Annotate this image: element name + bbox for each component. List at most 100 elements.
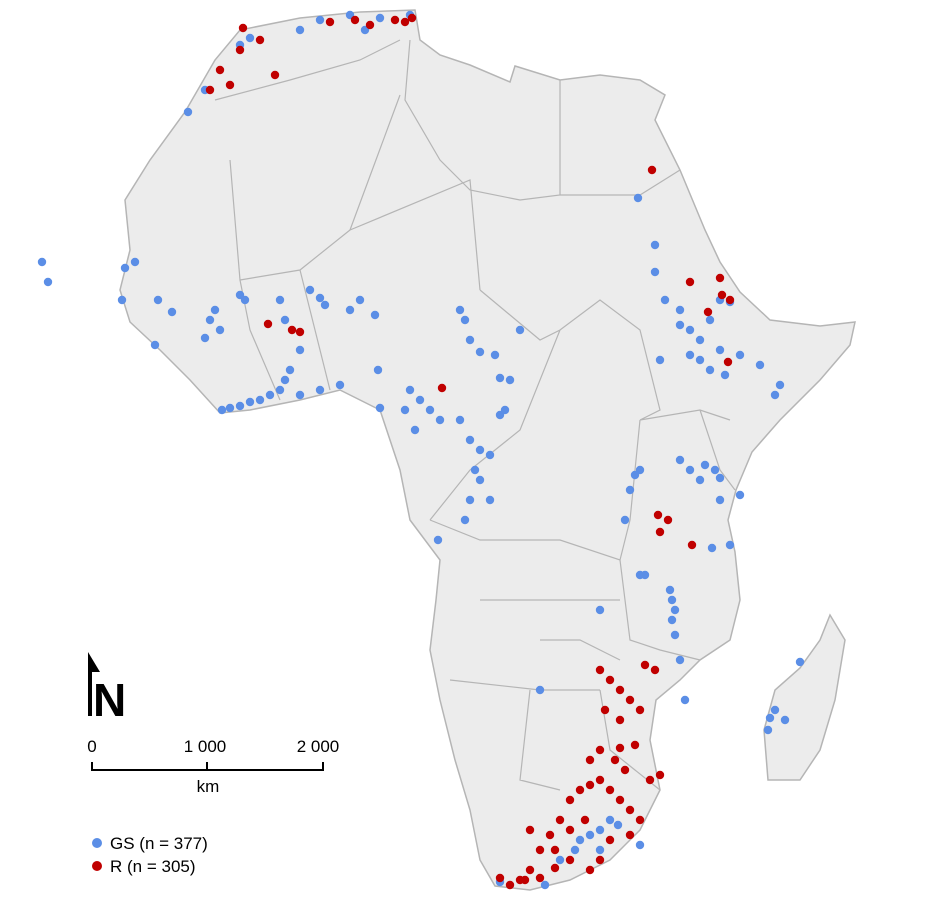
site-r	[545, 830, 555, 840]
scale-label: 0	[87, 737, 96, 756]
site-gs	[633, 193, 643, 203]
sites	[37, 10, 805, 890]
north-arrow-shape	[88, 652, 100, 716]
site-gs	[715, 495, 725, 505]
site-gs	[345, 305, 355, 315]
site-gs	[655, 355, 665, 365]
site-gs	[245, 33, 255, 43]
site-r	[715, 273, 725, 283]
legend-marker	[92, 838, 102, 848]
site-r	[615, 715, 625, 725]
site-gs	[470, 465, 480, 475]
site-gs	[675, 655, 685, 665]
site-gs	[315, 15, 325, 25]
site-r	[295, 327, 305, 337]
site-gs	[280, 375, 290, 385]
site-gs	[670, 605, 680, 615]
site-gs	[695, 475, 705, 485]
site-r	[505, 880, 515, 890]
site-gs	[415, 395, 425, 405]
site-r	[655, 527, 665, 537]
site-gs	[595, 825, 605, 835]
site-gs	[410, 425, 420, 435]
site-gs	[460, 515, 470, 525]
site-gs	[765, 713, 775, 723]
site-r	[585, 755, 595, 765]
site-gs	[640, 570, 650, 580]
site-r	[550, 863, 560, 873]
site-gs	[225, 403, 235, 413]
site-r	[325, 17, 335, 27]
site-gs	[685, 350, 695, 360]
site-r	[635, 815, 645, 825]
site-r	[520, 875, 530, 885]
site-gs	[650, 267, 660, 277]
site-gs	[625, 485, 635, 495]
site-gs	[355, 295, 365, 305]
site-r	[635, 705, 645, 715]
site-r	[255, 35, 265, 45]
site-gs	[620, 515, 630, 525]
legend-label: GS (n = 377)	[110, 834, 208, 853]
scale-bar	[91, 762, 324, 771]
site-r	[725, 295, 735, 305]
site-gs	[680, 695, 690, 705]
site-r	[625, 830, 635, 840]
site-gs	[535, 685, 545, 695]
site-r	[238, 23, 248, 33]
site-gs	[665, 585, 675, 595]
site-gs	[475, 475, 485, 485]
site-gs	[475, 445, 485, 455]
site-gs	[490, 350, 500, 360]
site-r	[647, 165, 657, 175]
site-gs	[735, 350, 745, 360]
site-r	[723, 357, 733, 367]
site-gs	[710, 465, 720, 475]
site-gs	[570, 845, 580, 855]
site-gs	[635, 840, 645, 850]
site-gs	[685, 465, 695, 475]
site-gs	[595, 845, 605, 855]
site-r	[615, 685, 625, 695]
site-gs	[485, 495, 495, 505]
site-gs	[315, 385, 325, 395]
site-r	[215, 65, 225, 75]
site-gs	[315, 293, 325, 303]
site-r	[365, 20, 375, 30]
site-r	[610, 755, 620, 765]
site-gs	[215, 325, 225, 335]
site-gs	[715, 345, 725, 355]
site-gs	[707, 543, 717, 553]
site-gs	[465, 435, 475, 445]
site-gs	[675, 320, 685, 330]
site-gs	[460, 315, 470, 325]
site-r	[595, 745, 605, 755]
site-gs	[667, 615, 677, 625]
site-r	[565, 795, 575, 805]
site-gs	[210, 305, 220, 315]
site-gs	[465, 335, 475, 345]
site-r	[205, 85, 215, 95]
site-r	[653, 510, 663, 520]
site-r	[580, 815, 590, 825]
site-gs	[183, 107, 193, 117]
site-gs	[695, 355, 705, 365]
site-r	[687, 540, 697, 550]
site-gs	[670, 630, 680, 640]
site-gs	[370, 310, 380, 320]
site-gs	[285, 365, 295, 375]
site-gs	[375, 13, 385, 23]
site-gs	[265, 390, 275, 400]
site-gs	[435, 415, 445, 425]
site-gs	[770, 705, 780, 715]
site-gs	[795, 657, 805, 667]
site-gs	[720, 370, 730, 380]
site-r	[407, 13, 417, 23]
site-r	[350, 15, 360, 25]
site-gs	[255, 395, 265, 405]
site-gs	[575, 835, 585, 845]
site-gs	[43, 277, 53, 287]
site-r	[565, 855, 575, 865]
site-gs	[735, 490, 745, 500]
